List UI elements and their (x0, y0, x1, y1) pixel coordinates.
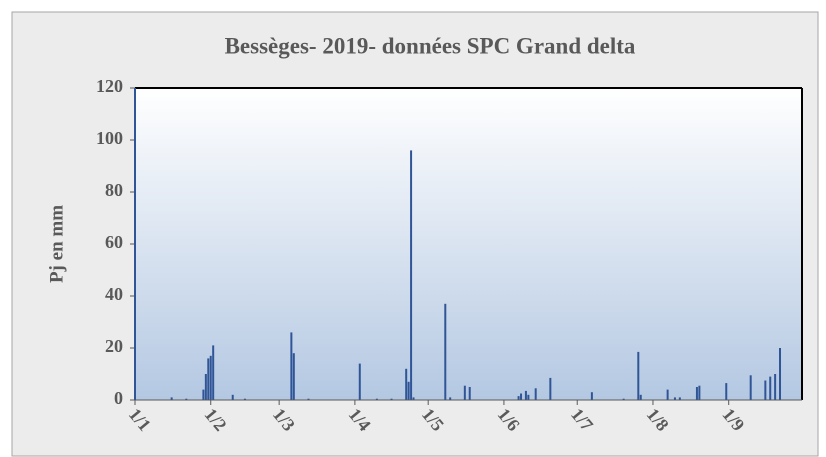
bar (390, 398, 393, 400)
bar (449, 397, 452, 400)
bar (517, 396, 520, 400)
bar (375, 398, 378, 400)
bar (307, 398, 310, 400)
bar (412, 397, 415, 400)
bar (622, 398, 625, 400)
y-tick-label: 80 (105, 180, 123, 200)
bar (209, 355, 212, 400)
bar (204, 374, 207, 400)
y-axis-label: Pj en mm (46, 205, 67, 283)
bar (590, 392, 593, 400)
bar (410, 150, 413, 400)
bar (637, 351, 640, 400)
bar (725, 383, 728, 400)
bar (358, 363, 361, 400)
bar (549, 377, 552, 400)
bar (764, 380, 767, 400)
bar (779, 348, 782, 400)
bar (202, 389, 205, 400)
bar (534, 388, 537, 400)
bar (468, 387, 471, 400)
bar (524, 390, 527, 400)
bar (774, 374, 777, 400)
plot-area (135, 88, 802, 400)
bar (243, 398, 246, 400)
y-tick-label: 20 (105, 336, 123, 356)
y-tick-label: 40 (105, 284, 123, 304)
y-tick-label: 100 (96, 128, 123, 148)
bar (520, 393, 523, 400)
bar (444, 303, 447, 400)
bar (673, 397, 676, 400)
bar (678, 397, 681, 400)
bar (407, 381, 410, 400)
bar (185, 398, 188, 400)
bar (695, 387, 698, 400)
bar (170, 397, 173, 400)
y-tick-label: 0 (114, 388, 123, 408)
bar (231, 394, 234, 400)
bar (405, 368, 408, 400)
bar (290, 332, 293, 400)
bar (212, 345, 215, 400)
bar (666, 389, 669, 400)
bar (207, 358, 210, 400)
bar (463, 385, 466, 400)
y-tick-label: 120 (96, 76, 123, 96)
bar (527, 394, 530, 400)
bar (769, 376, 772, 400)
bar (639, 394, 642, 400)
bar (292, 353, 295, 400)
bar (749, 375, 752, 400)
bar (698, 385, 701, 400)
y-tick-label: 60 (105, 232, 123, 252)
chart-title: Bessèges- 2019- données SPC Grand delta (225, 33, 636, 58)
